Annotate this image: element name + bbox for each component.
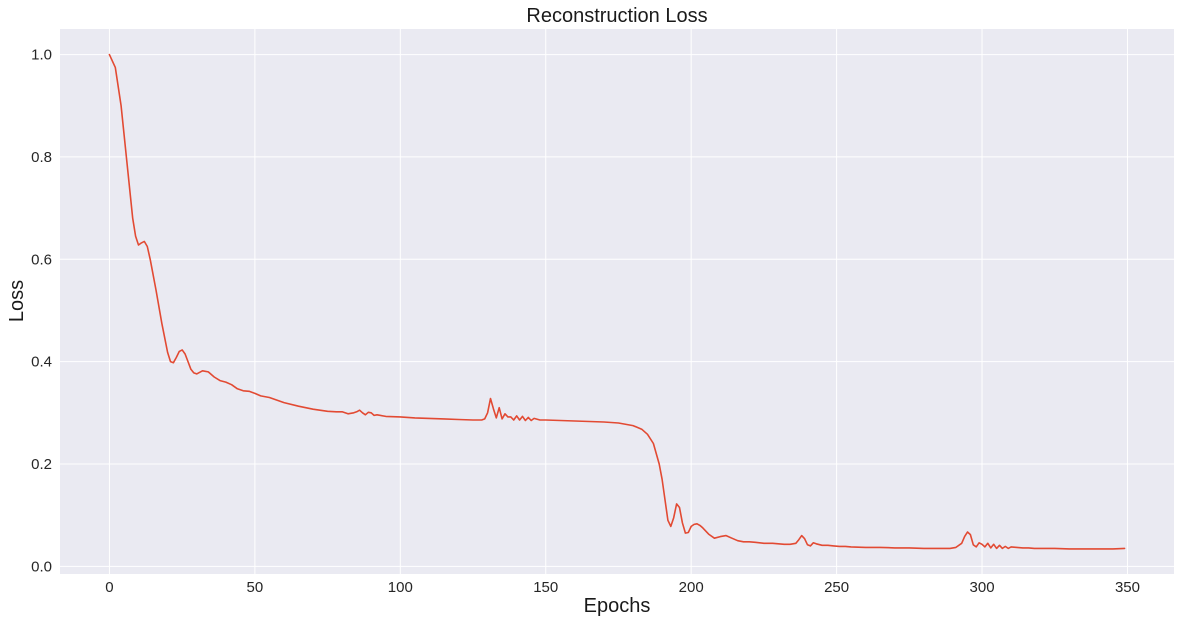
chart-title: Reconstruction Loss (526, 5, 707, 27)
x-axis-label: Epochs (584, 595, 651, 617)
x-tick-label: 300 (970, 579, 995, 596)
x-tick-label: 250 (824, 579, 849, 596)
y-tick-label: 0.4 (31, 354, 52, 371)
x-gridlines (108, 29, 1128, 574)
y-tick-label: 0.0 (31, 558, 52, 575)
plot-area (60, 29, 1174, 574)
x-tick-label: 50 (247, 579, 264, 596)
y-tick-label: 0.6 (31, 251, 52, 268)
y-tick-label: 0.8 (31, 149, 52, 166)
x-tick-labels: 0 50 100 150 200 250 300 350 (105, 579, 1140, 596)
x-tick-label: 350 (1115, 579, 1140, 596)
x-tick-label: 0 (105, 579, 113, 596)
y-axis-label: Loss (6, 280, 28, 322)
x-tick-label: 100 (388, 579, 413, 596)
loss-series-line (108, 53, 1126, 550)
y-tick-label: 0.2 (31, 456, 52, 473)
x-tick-label: 200 (679, 579, 704, 596)
y-tick-labels: 0.0 0.2 0.4 0.6 0.8 1.0 (31, 47, 52, 576)
y-gridlines (60, 54, 1174, 567)
x-tick-label: 150 (533, 579, 558, 596)
y-tick-label: 1.0 (31, 47, 52, 64)
